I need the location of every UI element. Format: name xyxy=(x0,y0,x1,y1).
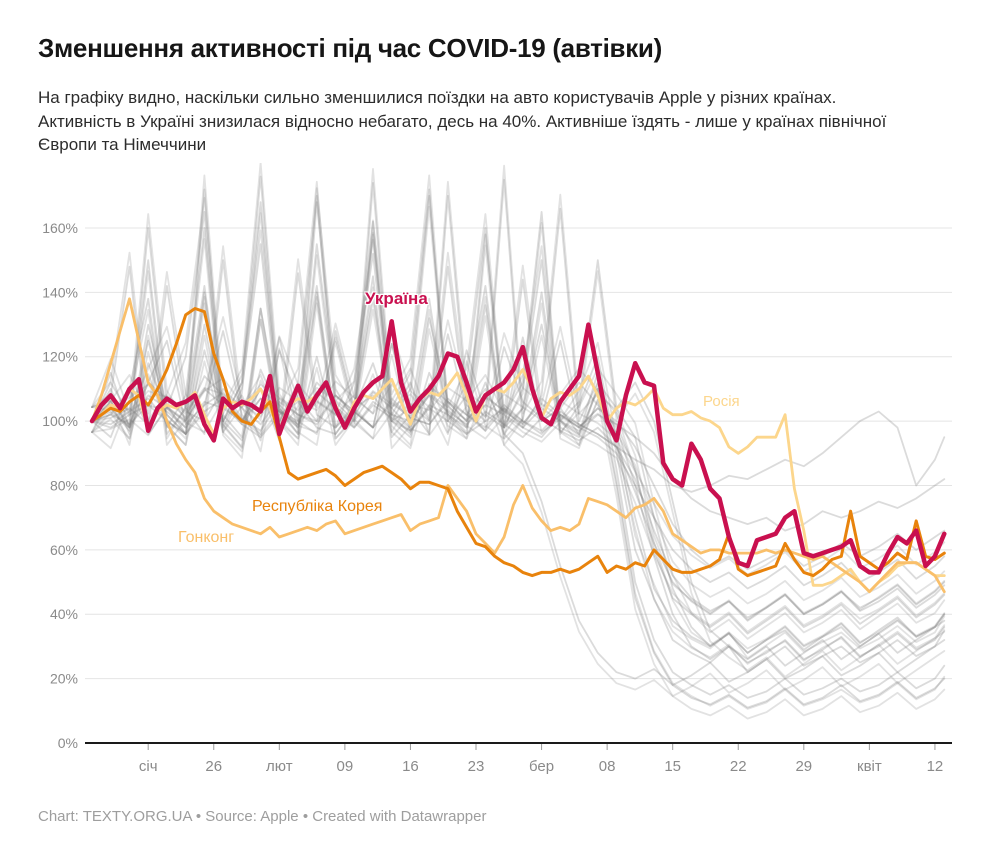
background-country-line xyxy=(91,316,946,621)
series-line-ukraine xyxy=(89,319,947,575)
x-axis-label: 16 xyxy=(402,758,419,775)
series-label-russia: Росія xyxy=(703,393,740,410)
background-country-line xyxy=(91,194,946,667)
series-line-russia xyxy=(90,368,946,594)
chart-description: На графіку видно, наскільки сильно зменш… xyxy=(38,86,886,157)
x-axis-label: січ xyxy=(139,758,158,775)
series-label-ukraine: Україна xyxy=(365,289,428,308)
y-axis-label: 0% xyxy=(58,735,78,751)
x-axis-label: 08 xyxy=(599,758,616,775)
line-chart: січ 26 лют 09 16 23 бер 08 15 22 29 квіт 12 0% 20% 40% 6… xyxy=(42,163,952,775)
x-axis-label: 26 xyxy=(205,758,222,775)
background-country-line xyxy=(91,275,946,654)
x-axis-label: лют xyxy=(266,758,293,775)
description-line-2: Активність в Україні знизилася відносно … xyxy=(38,111,887,131)
x-axis-label: 09 xyxy=(337,758,354,775)
y-axis-label: 100% xyxy=(42,413,78,429)
series-line-south-korea xyxy=(90,307,946,578)
chart-footer: Chart: TEXTY.ORG.UA • Source: Apple • Cr… xyxy=(38,808,487,825)
background-country-line xyxy=(91,391,946,590)
background-country-line xyxy=(91,387,946,532)
background-country-line xyxy=(91,286,946,665)
description-line-1: На графіку видно, наскільки сильно зменш… xyxy=(38,88,837,107)
background-country-line xyxy=(91,349,946,686)
x-axis-label: 23 xyxy=(468,758,485,775)
series-label-hong-kong: Гонконг xyxy=(178,529,235,546)
y-axis-label: 120% xyxy=(42,349,78,365)
description-line-3: Європи та Німеччини xyxy=(38,135,207,154)
x-axis-label: бер xyxy=(529,758,554,775)
background-country-line xyxy=(91,175,946,654)
background-country-line xyxy=(91,295,946,710)
y-axis-label: 80% xyxy=(50,477,78,493)
x-axis-label: 29 xyxy=(795,758,812,775)
y-axis-label: 160% xyxy=(42,220,78,236)
background-country-line xyxy=(91,360,946,697)
background-country-line xyxy=(91,284,946,699)
background-country-line xyxy=(91,188,946,674)
x-axis-label: 12 xyxy=(927,758,944,775)
background-country-line xyxy=(91,252,946,664)
background-country-line xyxy=(91,330,946,635)
series-line-hong-kong xyxy=(90,297,946,594)
y-axis-label: 60% xyxy=(50,542,78,558)
background-country-line xyxy=(91,174,946,660)
x-axis-label: 15 xyxy=(664,758,681,775)
chart-canvas: січ 26 лют 09 16 23 бер 08 15 22 29 квіт 120%20%40%6… xyxy=(42,163,952,775)
chart-title: Зменшення активності під час COVID-19 (а… xyxy=(38,33,662,63)
x-axis-label: квіт xyxy=(857,758,882,775)
y-axis-label: 20% xyxy=(50,671,78,687)
series-label-south-korea: Республіка Корея xyxy=(252,498,383,515)
background-country-line xyxy=(91,163,946,640)
y-axis-label: 40% xyxy=(50,606,78,622)
y-axis-label: 140% xyxy=(42,284,78,300)
x-axis-label: 22 xyxy=(730,758,747,775)
background-country-line xyxy=(91,238,946,650)
